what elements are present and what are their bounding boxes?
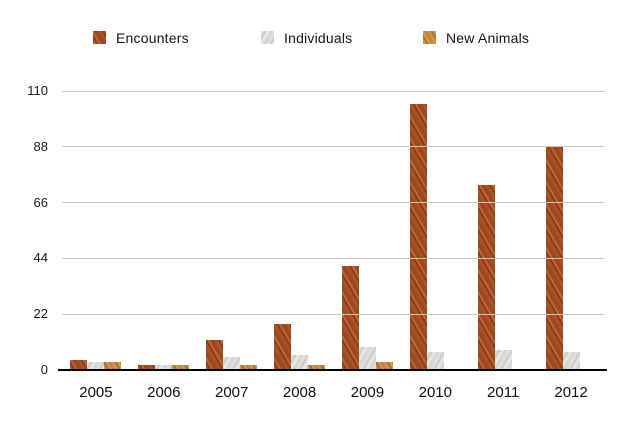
gridline-88 [62,146,605,148]
legend-item-new-animals: New Animals [423,29,530,46]
gridline-22 [62,313,605,315]
bar-encounters-2008 [274,324,292,370]
x-axis-label-2012: 2012 [554,384,588,401]
bar-group-2008 [266,91,334,370]
y-axis-tick-label-66: 66 [33,194,48,210]
bar-individuals-2012 [562,352,580,370]
bar-group-2011 [469,91,537,370]
bar-encounters-2007 [206,340,224,370]
encounters-swatch-icon [93,31,106,44]
bar-individuals-2011 [494,350,512,370]
bar-groups [62,91,605,370]
x-axis-label-2010: 2010 [418,384,452,401]
legend-item-encounters: Encounters [93,29,189,46]
bar-individuals-2008 [291,355,309,370]
gridline-110 [62,90,605,92]
bar-encounters-2011 [477,185,495,370]
x-axis-label-2005: 2005 [79,384,113,401]
legend-label-encounters: Encounters [116,29,189,46]
bar-individuals-2009 [358,347,376,370]
x-axis-label-2008: 2008 [282,384,317,401]
bar-individuals-2010 [426,352,444,370]
y-axis-tick-label-0: 0 [40,362,48,377]
bar-encounters-2010 [409,104,427,370]
y-axis-tick-label-44: 44 [33,250,48,266]
x-axis-label-2009: 2009 [350,384,385,401]
bar-new-animals-2005 [104,362,122,370]
bar-group-2006 [130,91,198,370]
bar-group-2005 [62,91,130,370]
bar-individuals-2005 [87,362,105,370]
y-axis-tick-label-110: 110 [27,83,48,98]
bar-encounters-2009 [341,266,359,370]
bar-encounters-2006 [138,365,156,370]
bar-group-2009 [334,91,402,370]
bar-new-animals-2008 [308,365,326,370]
gridline-44 [62,257,605,259]
legend-label-new-animals: New Animals [446,29,530,46]
individuals-swatch-icon [261,31,274,44]
gridline-66 [62,202,605,204]
x-axis-label-2011: 2011 [487,384,520,401]
bar-individuals-2006 [155,365,173,370]
bar-new-animals-2006 [172,365,190,370]
y-axis-tick-label-22: 22 [33,306,48,322]
x-axis-labels: 2005 2006 2007 2008 2009 2010 2011 2012 [62,384,605,401]
bar-new-animals-2009 [375,362,393,370]
x-axis-line [58,369,607,371]
y-axis-tick-label-88: 88 [33,138,48,154]
legend-item-individuals: Individuals [261,29,353,46]
bar-group-2007 [198,91,266,370]
new-animals-swatch-icon [423,31,436,44]
bar-new-animals-2007 [240,365,258,370]
x-axis-label-2007: 2007 [215,384,249,401]
x-axis-label-2006: 2006 [147,384,181,401]
bar-group-2012 [537,91,605,370]
bar-encounters-2005 [70,360,88,370]
bar-individuals-2007 [223,357,241,370]
legend-label-individuals: Individuals [284,29,353,46]
plot-area [58,90,607,371]
bar-group-2010 [401,91,469,370]
